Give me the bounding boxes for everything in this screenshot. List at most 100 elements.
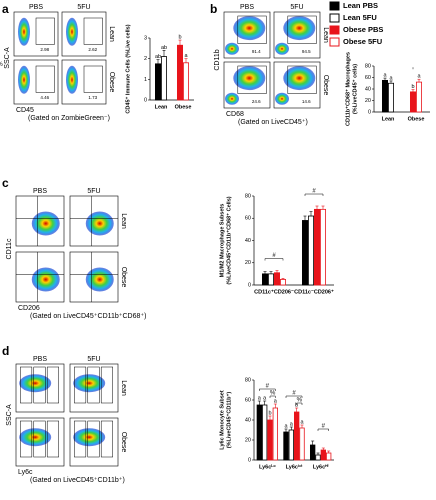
gate xyxy=(20,366,33,404)
significance-mark: # xyxy=(266,384,270,390)
significance-letter: a xyxy=(300,419,304,425)
bar xyxy=(267,419,273,461)
x-axis-label: Ly6c xyxy=(18,469,33,476)
bar xyxy=(273,272,280,286)
bar xyxy=(301,220,308,286)
bar xyxy=(381,79,388,113)
y-axis-title: CD45⁺ Immune Cells (%Live cells) xyxy=(124,24,131,113)
significance-mark: # xyxy=(292,391,296,397)
density-blob xyxy=(85,211,114,236)
bar xyxy=(261,273,268,286)
column-label: 5FU xyxy=(87,356,100,363)
y-tick-label: 60 xyxy=(365,75,371,81)
y-tick-label: 20 xyxy=(245,437,251,443)
x-tick-label: Ly6cᴸᵒ xyxy=(259,463,276,470)
significance-letter: ab xyxy=(161,45,167,51)
panel-letter: d xyxy=(2,344,9,358)
column-label: PBS xyxy=(33,188,47,195)
gate xyxy=(20,420,33,458)
y-axis-title: (%LiveCD45⁺ cells) xyxy=(351,64,358,114)
y-axis-title: M1/M2 Macrophage Subsets xyxy=(219,204,225,278)
gate-value: 94.5 xyxy=(302,49,311,54)
bar xyxy=(313,208,320,286)
significance-bracket xyxy=(269,395,276,398)
x-axis-label: CD68 xyxy=(226,111,244,118)
x-axis-label: CD206 xyxy=(18,305,40,312)
density-blob xyxy=(275,42,289,55)
row-label: Obese xyxy=(120,432,127,453)
density-blob xyxy=(19,428,52,447)
y-tick-label: 3 xyxy=(144,35,147,41)
gating-label: (Gated on LiveCD45⁺) xyxy=(238,119,308,126)
density-blob xyxy=(18,65,30,94)
density-blob xyxy=(233,16,266,41)
y-tick-label: 0 xyxy=(144,97,147,103)
column-label: 5FU xyxy=(77,4,90,11)
panel-letter: a xyxy=(2,2,9,16)
gate xyxy=(83,17,103,45)
bar xyxy=(309,444,316,461)
x-tick-label: Lean xyxy=(155,104,168,110)
row-label: Lean xyxy=(108,26,115,42)
column-label: 5FU xyxy=(290,4,303,11)
bar xyxy=(307,215,314,286)
gate xyxy=(83,65,103,93)
row-label: Obese xyxy=(120,267,127,288)
legend-swatch xyxy=(329,1,340,11)
legend-swatch xyxy=(329,25,340,35)
column-label: PBS xyxy=(33,356,47,363)
significance-mark: % xyxy=(297,398,303,404)
gate xyxy=(87,420,100,458)
gate xyxy=(33,420,46,458)
y-tick-label: 40 xyxy=(245,417,251,423)
bar xyxy=(160,56,167,101)
x-tick-label: CD11c⁻CD206⁺ xyxy=(294,288,334,295)
density-blob xyxy=(66,17,78,46)
gate xyxy=(237,65,267,94)
legend-swatch xyxy=(329,13,340,23)
x-tick-label: Obese xyxy=(175,104,192,110)
gate-value: 91.4 xyxy=(252,49,261,54)
significance-bracket xyxy=(259,388,276,391)
panel-letter: b xyxy=(210,2,217,16)
row-label: Lean xyxy=(322,27,329,43)
density-blob xyxy=(73,374,106,393)
column-label: 5FU xyxy=(87,188,100,195)
y-tick-label: 0 xyxy=(368,109,371,115)
y-axis-title: Ly6c Monocyte Subset xyxy=(219,390,225,450)
gate-value: 4.46 xyxy=(40,95,49,100)
bar xyxy=(325,452,332,461)
bar xyxy=(267,273,274,286)
gate xyxy=(237,15,267,44)
row-label: Lean xyxy=(120,213,127,229)
bar xyxy=(283,431,289,461)
bar xyxy=(320,449,327,461)
density-blob xyxy=(283,16,316,41)
significance-letter: b xyxy=(178,35,181,41)
x-tick-label: Obese xyxy=(408,116,425,122)
y-tick-label: 40 xyxy=(365,86,371,92)
gate xyxy=(33,366,46,404)
significance-bracket xyxy=(304,193,324,197)
gate xyxy=(46,366,59,404)
row-label: Lean xyxy=(120,380,127,396)
bar xyxy=(288,429,295,461)
y-tick-label: 2 xyxy=(144,56,147,62)
bar xyxy=(182,62,189,101)
density-blob xyxy=(225,42,239,55)
density-blob xyxy=(31,267,60,292)
panel-letter: c xyxy=(2,176,9,190)
gate-value: 24.6 xyxy=(252,99,261,104)
x-tick-label: Ly6cᴵⁿᵗ xyxy=(286,463,304,470)
column-label: PBS xyxy=(240,4,254,11)
y-axis-label: SSC-A xyxy=(6,404,13,426)
gate-value: 2.98 xyxy=(40,47,49,52)
x-tick-label: Lean xyxy=(382,116,395,122)
y-axis-title: CD11b⁺CD68⁺ Macrophages xyxy=(344,52,351,126)
y-axis-label: CD11b xyxy=(214,49,221,70)
significance-bracket xyxy=(317,428,329,431)
bar xyxy=(409,91,416,113)
significance-bracket xyxy=(264,258,284,261)
significance-letter: a xyxy=(417,74,421,80)
